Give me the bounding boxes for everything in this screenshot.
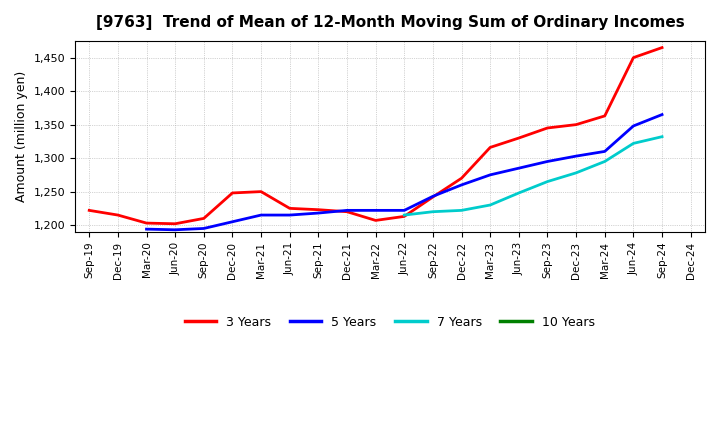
3 Years	[257, 189, 266, 194]
3 Years	[543, 125, 552, 131]
3 Years	[657, 45, 666, 50]
3 Years	[600, 113, 609, 118]
5 Years	[142, 227, 150, 232]
5 Years	[600, 149, 609, 154]
7 Years	[486, 202, 495, 208]
3 Years	[171, 221, 179, 227]
5 Years	[629, 123, 638, 128]
7 Years	[572, 170, 580, 176]
7 Years	[629, 141, 638, 146]
5 Years	[199, 226, 208, 231]
Y-axis label: Amount (million yen): Amount (million yen)	[15, 71, 28, 202]
3 Years	[85, 208, 94, 213]
3 Years	[228, 191, 237, 196]
3 Years	[400, 214, 408, 219]
3 Years	[314, 207, 323, 213]
5 Years	[314, 210, 323, 216]
7 Years	[543, 179, 552, 184]
7 Years	[457, 208, 466, 213]
5 Years	[228, 219, 237, 224]
Line: 3 Years: 3 Years	[89, 48, 662, 224]
3 Years	[629, 55, 638, 60]
Title: [9763]  Trend of Mean of 12-Month Moving Sum of Ordinary Incomes: [9763] Trend of Mean of 12-Month Moving …	[96, 15, 684, 30]
7 Years	[515, 191, 523, 196]
5 Years	[257, 213, 266, 218]
3 Years	[199, 216, 208, 221]
Line: 7 Years: 7 Years	[404, 137, 662, 215]
5 Years	[400, 208, 408, 213]
7 Years	[428, 209, 437, 214]
Legend: 3 Years, 5 Years, 7 Years, 10 Years: 3 Years, 5 Years, 7 Years, 10 Years	[180, 311, 600, 334]
5 Years	[572, 154, 580, 159]
3 Years	[428, 194, 437, 200]
3 Years	[114, 213, 122, 218]
5 Years	[171, 227, 179, 232]
3 Years	[515, 136, 523, 141]
7 Years	[657, 134, 666, 139]
3 Years	[142, 220, 150, 226]
5 Years	[515, 165, 523, 171]
5 Years	[285, 213, 294, 218]
7 Years	[600, 159, 609, 164]
3 Years	[343, 209, 351, 214]
5 Years	[343, 208, 351, 213]
5 Years	[372, 208, 380, 213]
5 Years	[486, 172, 495, 177]
5 Years	[428, 194, 437, 199]
3 Years	[285, 206, 294, 211]
3 Years	[457, 176, 466, 181]
3 Years	[486, 145, 495, 150]
3 Years	[372, 218, 380, 223]
3 Years	[572, 122, 580, 127]
Line: 5 Years: 5 Years	[146, 114, 662, 230]
7 Years	[400, 213, 408, 218]
5 Years	[543, 159, 552, 164]
5 Years	[657, 112, 666, 117]
5 Years	[457, 182, 466, 187]
